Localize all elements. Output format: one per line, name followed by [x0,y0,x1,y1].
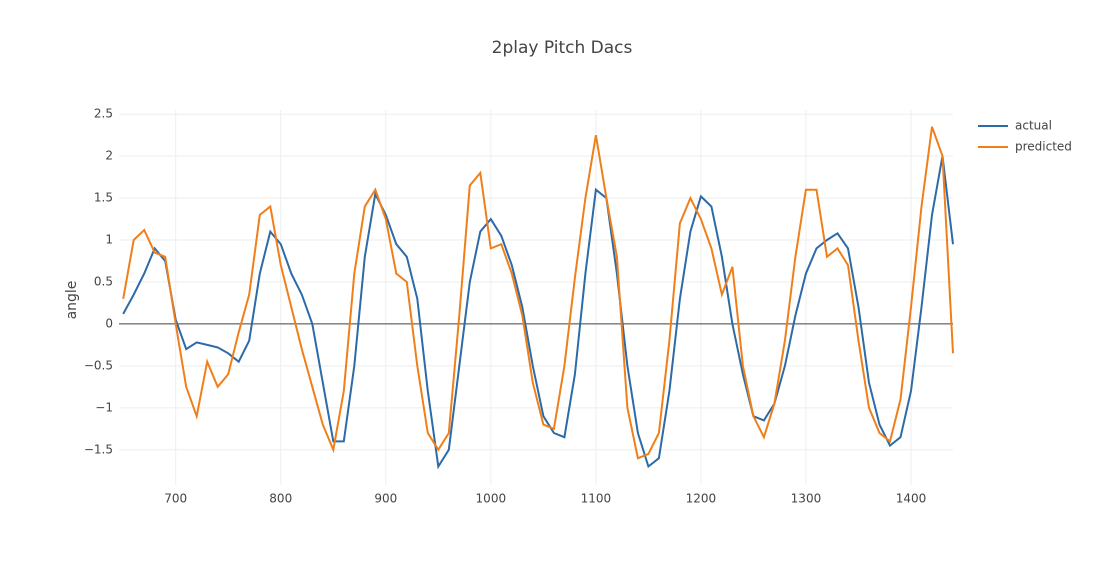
y-axis-title: angle [64,281,80,320]
y-tick-label: 2.5 [94,107,113,121]
x-tick-label: 1300 [791,492,822,506]
x-tick-label: 1000 [476,492,507,506]
y-tick-label: −1.5 [84,442,113,456]
x-tick-label: 1400 [896,492,927,506]
x-tick-label: 800 [269,492,292,506]
legend-label: predicted [1015,140,1072,154]
x-tick-label: 700 [164,492,187,506]
line-series [122,155,954,470]
y-tick-label: 2 [105,149,113,163]
y-tick-label: −1 [95,400,113,414]
y-tick-label: 0 [105,316,113,330]
x-tick-label: 1100 [581,492,612,506]
legend-label: actual [1015,119,1052,133]
chart-title: 2play Pitch Dacs [492,38,633,58]
y-tick-label: −0.5 [84,358,113,372]
y-tick-label: 1 [105,233,113,247]
x-tick-label: 1200 [686,492,717,506]
y-tick-label: 0.5 [94,274,113,288]
line-series [122,126,954,460]
y-tick-label: 1.5 [94,191,113,205]
x-tick-label: 900 [374,492,397,506]
